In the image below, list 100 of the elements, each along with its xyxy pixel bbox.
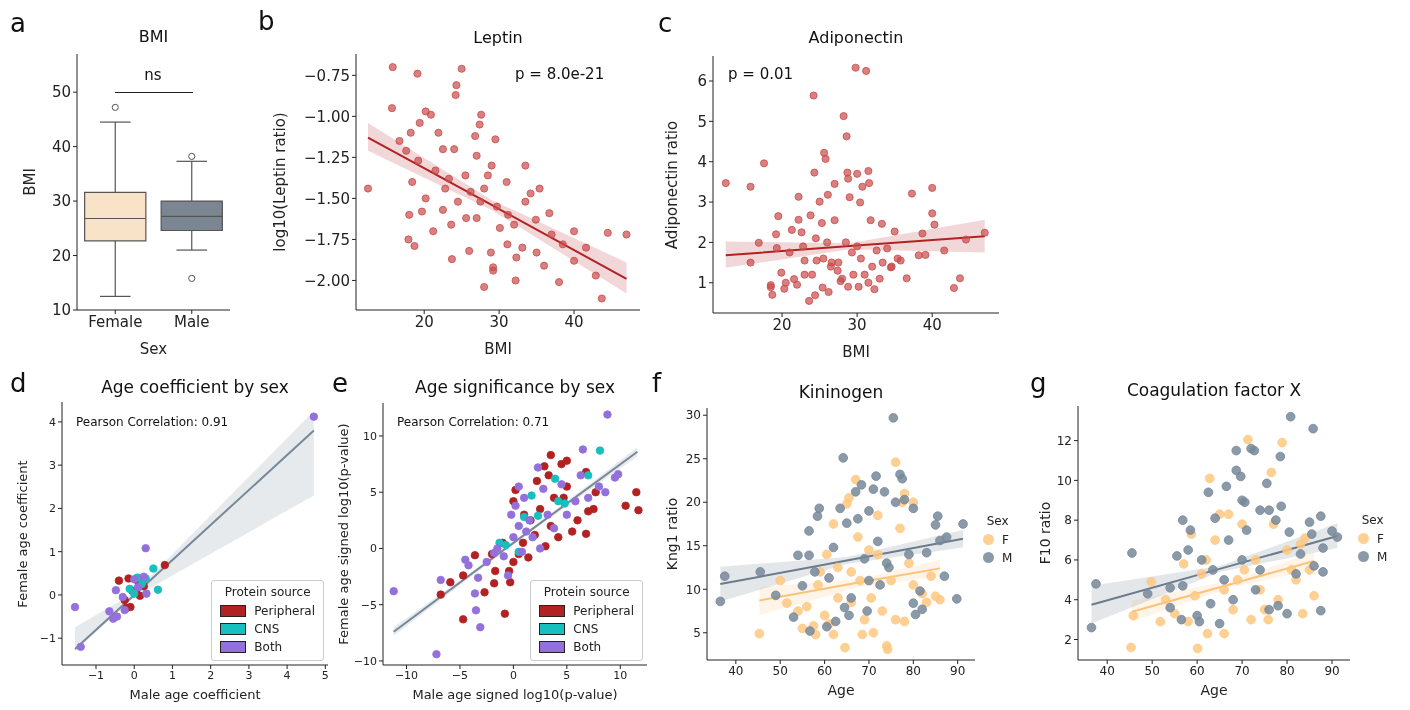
x-tick-label: −10: [394, 668, 419, 682]
x-tick-label: 2: [207, 668, 215, 682]
legend-label: CNS: [573, 622, 599, 636]
y-tick-label: 50: [51, 83, 71, 102]
legend-label: F: [1002, 532, 1009, 547]
y-tick-label: −10: [353, 654, 377, 668]
legend-label: Both: [254, 640, 283, 654]
y-tick-label: 5: [370, 486, 377, 500]
x-tick-label: 70: [861, 663, 877, 678]
legend-title: Sex: [1360, 512, 1385, 527]
y-tick-label: −1.00: [304, 107, 350, 126]
legend-label: CNS: [254, 622, 280, 636]
x-tick-label: 3: [245, 668, 253, 682]
y-tick-label: 3: [49, 459, 56, 473]
y-tick-label: −1.75: [304, 230, 350, 249]
x-tick-label: 50: [772, 663, 788, 678]
x-tick-label: Female: [88, 312, 143, 331]
text: d: [10, 368, 27, 398]
x-tick-label: 40: [1099, 663, 1115, 678]
chart-title: Leptin: [472, 28, 524, 47]
y-tick-label: 20: [51, 246, 71, 265]
y-tick-label: −1: [39, 632, 56, 646]
y-tick-label: 25: [685, 451, 701, 466]
y-tick-label: 1: [697, 274, 707, 293]
y-tick-label: 30: [685, 408, 701, 423]
x-axis-title: Sex: [138, 340, 169, 358]
x-tick-label: Male: [173, 312, 210, 331]
x-tick-label: 1: [168, 668, 176, 682]
chart-title: Age coefficient by sex: [100, 377, 290, 397]
y-tick-label: 4: [1064, 592, 1072, 607]
x-tick-label: 80: [1279, 663, 1295, 678]
y-tick-label: 4: [697, 153, 707, 172]
x-axis-title: Age: [1199, 682, 1229, 698]
y-axis-title: log10(Leptin ratio): [271, 112, 289, 252]
y-tick-label: 6: [697, 72, 707, 91]
chart-title: BMI: [137, 27, 170, 46]
text: f: [652, 368, 662, 398]
y-tick-label: −1.50: [304, 189, 350, 208]
x-tick-label: 0: [509, 668, 517, 682]
y-tick-label: 2: [697, 233, 707, 252]
annotation: ns: [144, 66, 162, 84]
y-tick-label: 6: [1064, 553, 1072, 568]
x-axis-title: Male age coefficient: [128, 687, 262, 702]
annotation: p = 8.0e-21: [515, 65, 605, 83]
y-tick-label: 1: [49, 545, 56, 559]
x-axis-title: Age: [826, 682, 856, 698]
x-tick-label: 40: [564, 312, 584, 331]
x-tick-label: 60: [1189, 663, 1205, 678]
text: a: [10, 8, 26, 38]
legend-title: Protein source: [542, 585, 631, 599]
y-tick-label: −0.75: [304, 66, 350, 85]
chart-title: Adiponectin: [807, 28, 905, 47]
y-tick-label: 40: [51, 137, 71, 156]
y-axis-title: BMI: [21, 168, 39, 196]
y-axis-title: Adiponectin ratio: [663, 120, 681, 249]
y-tick-label: 2: [1064, 632, 1072, 647]
y-axis-title: Female age signed log10(p-value): [335, 423, 351, 645]
y-tick-label: 2: [49, 502, 56, 516]
x-tick-label: 40: [728, 663, 744, 678]
y-tick-label: 5: [697, 112, 707, 131]
x-tick-label: −5: [451, 668, 469, 682]
annotation: Pearson Correlation: 0.91: [76, 415, 229, 429]
y-tick-label: 8: [1064, 513, 1072, 528]
x-tick-label: 60: [816, 663, 833, 678]
x-tick-label: 0: [130, 668, 138, 682]
x-tick-label: 90: [950, 663, 966, 678]
y-tick-label: 10: [1056, 473, 1072, 488]
y-axis-title: Kng1 ratio: [664, 497, 680, 571]
text: e: [332, 368, 348, 398]
y-tick-label: −1.25: [304, 148, 350, 167]
annotation: Pearson Correlation: 0.71: [397, 415, 550, 429]
y-tick-label: 12: [1056, 433, 1072, 448]
text: b: [258, 6, 275, 36]
y-tick-label: −2.00: [304, 271, 350, 290]
legend-title: Sex: [985, 513, 1010, 528]
y-tick-label: 10: [363, 429, 377, 443]
y-tick-label: 5: [693, 626, 701, 641]
x-axis-title: Male age signed log10(p-value): [411, 687, 619, 702]
legend-label: Peripheral: [254, 604, 315, 618]
x-tick-label: 50: [1144, 663, 1160, 678]
y-tick-label: 15: [685, 539, 701, 554]
x-tick-label: 90: [1324, 663, 1340, 678]
x-tick-label: 30: [489, 312, 509, 331]
x-tick-label: 20: [414, 312, 434, 331]
legend-label: Peripheral: [573, 604, 634, 618]
text: c: [658, 8, 673, 38]
x-tick-label: 4: [283, 668, 291, 682]
annotation: p = 0.01: [728, 65, 794, 83]
x-tick-label: 5: [563, 668, 571, 682]
text: g: [1030, 368, 1047, 398]
x-tick-label: 40: [922, 315, 942, 334]
y-tick-label: 20: [685, 495, 701, 510]
legend-label: Both: [573, 640, 602, 654]
y-tick-label: −5: [360, 598, 377, 612]
y-tick-label: 0: [370, 542, 377, 556]
x-tick-label: −1: [87, 668, 105, 682]
legend-title: Protein source: [223, 585, 312, 599]
y-axis-title: F10 ratio: [1037, 501, 1053, 565]
legend-label: M: [1377, 549, 1388, 564]
y-tick-label: 10: [685, 582, 701, 597]
